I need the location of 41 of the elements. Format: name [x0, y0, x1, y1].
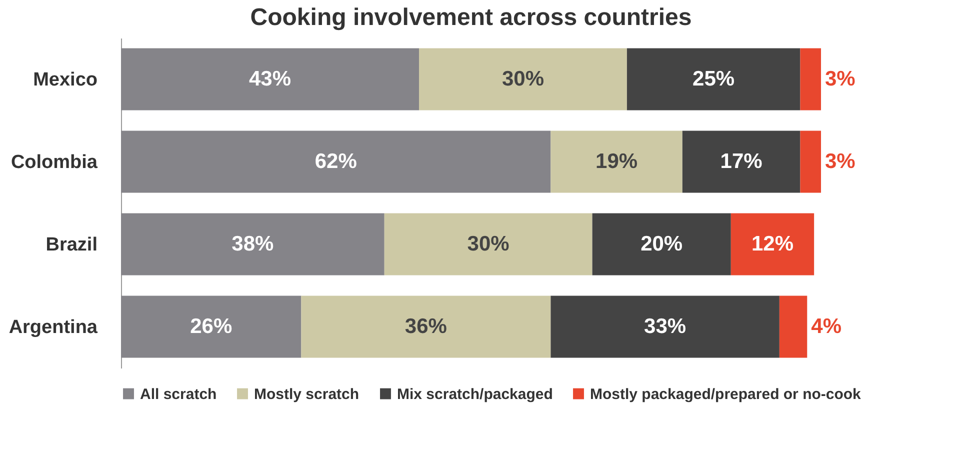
bar: [800, 48, 821, 110]
data-label: 12%: [751, 232, 794, 256]
legend-label: All scratch: [140, 386, 217, 403]
data-label: 43%: [248, 67, 292, 90]
bar: [779, 296, 808, 358]
bar: [800, 130, 821, 193]
chart-title: Cooking involvement across countries: [250, 4, 692, 31]
y-tick-label: Argentina: [8, 316, 98, 338]
bar: [419, 48, 627, 110]
data-label: 25%: [692, 67, 735, 90]
bar: [384, 213, 592, 276]
data-label: 3%: [825, 67, 856, 90]
bar: [301, 296, 551, 358]
data-label: 4%: [811, 314, 842, 338]
y-tick-label: Brazil: [46, 234, 98, 256]
y-tick-label: Colombia: [10, 152, 98, 173]
data-label: 17%: [720, 150, 763, 173]
data-label: 36%: [404, 314, 448, 338]
legend-label: Mostly scratch: [254, 386, 360, 403]
bar: [730, 213, 814, 276]
bar: [550, 130, 682, 193]
bar: [121, 48, 420, 110]
bar: [682, 130, 800, 193]
bar: [121, 296, 302, 358]
data-label: 26%: [190, 314, 232, 338]
data-label: 20%: [640, 232, 683, 256]
bar: [626, 48, 800, 110]
data-label: 30%: [502, 67, 544, 90]
y-tick-label: Mexico: [33, 69, 98, 90]
data-label: 3%: [825, 150, 856, 173]
data-label: 33%: [644, 314, 686, 338]
bar: [550, 296, 780, 358]
bar: [121, 130, 551, 193]
legend-label: Mix scratch/packaged: [397, 386, 553, 403]
legend-label: Mostly packaged/prepared or no-cook: [590, 386, 862, 403]
bar: [592, 213, 731, 276]
data-label: 38%: [232, 232, 274, 256]
bar: [121, 213, 384, 276]
data-label: 62%: [314, 150, 358, 173]
data-label: 30%: [467, 232, 510, 256]
data-label: 19%: [596, 150, 638, 173]
